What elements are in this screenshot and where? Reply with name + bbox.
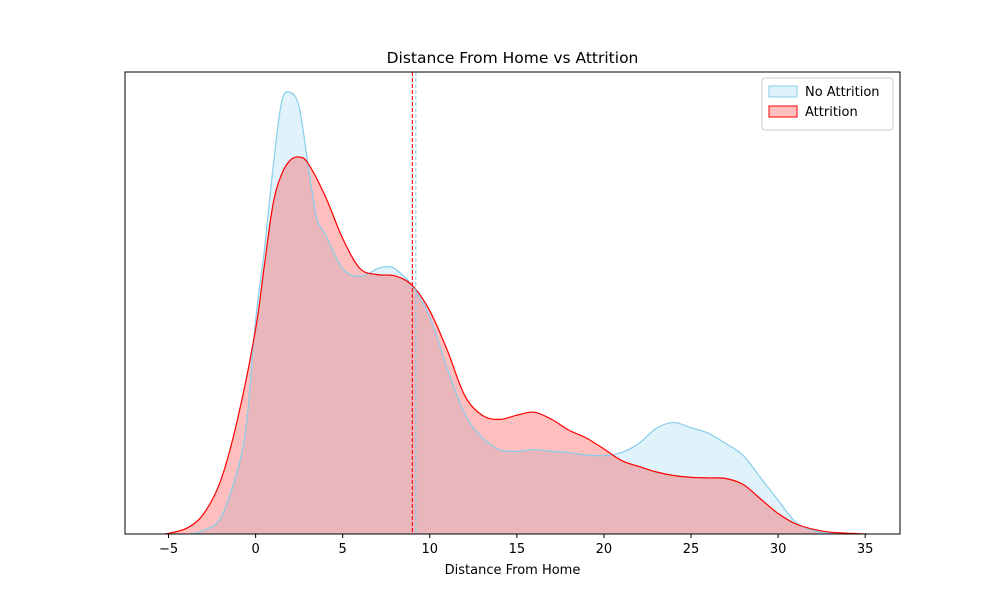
x-tick-label: 25 — [683, 542, 700, 557]
mean-line-layer — [411, 72, 417, 534]
x-tick-label: 15 — [509, 542, 526, 557]
kde-fill-attrition — [165, 156, 867, 534]
legend-label-attrition: Attrition — [805, 105, 858, 120]
legend-swatch-no-attrition — [768, 85, 798, 98]
legend-swatch-attrition — [768, 105, 798, 118]
x-tick-label: 35 — [857, 542, 874, 557]
legend-label-no-attrition: No Attrition — [805, 85, 880, 100]
x-tick-label: 0 — [251, 542, 259, 557]
x-axis-label: Distance From Home — [445, 563, 581, 578]
kde-line-no-attrition — [189, 91, 847, 535]
legend: No Attrition Attrition — [761, 77, 894, 131]
kde-fill-no-attrition — [189, 91, 847, 535]
series-layer — [164, 91, 867, 535]
x-tick-label: −5 — [159, 542, 178, 557]
chart-title: Distance From Home vs Attrition — [387, 49, 639, 67]
x-tick-label: 30 — [770, 542, 787, 557]
x-tick-label: 20 — [596, 542, 613, 557]
x-tick-label: 5 — [339, 542, 347, 557]
x-axis: −5 0 5 10 15 20 25 30 35 — [159, 534, 873, 557]
kde-line-attrition — [164, 156, 867, 535]
plot-frame — [124, 71, 901, 535]
x-tick-label: 10 — [422, 542, 439, 557]
